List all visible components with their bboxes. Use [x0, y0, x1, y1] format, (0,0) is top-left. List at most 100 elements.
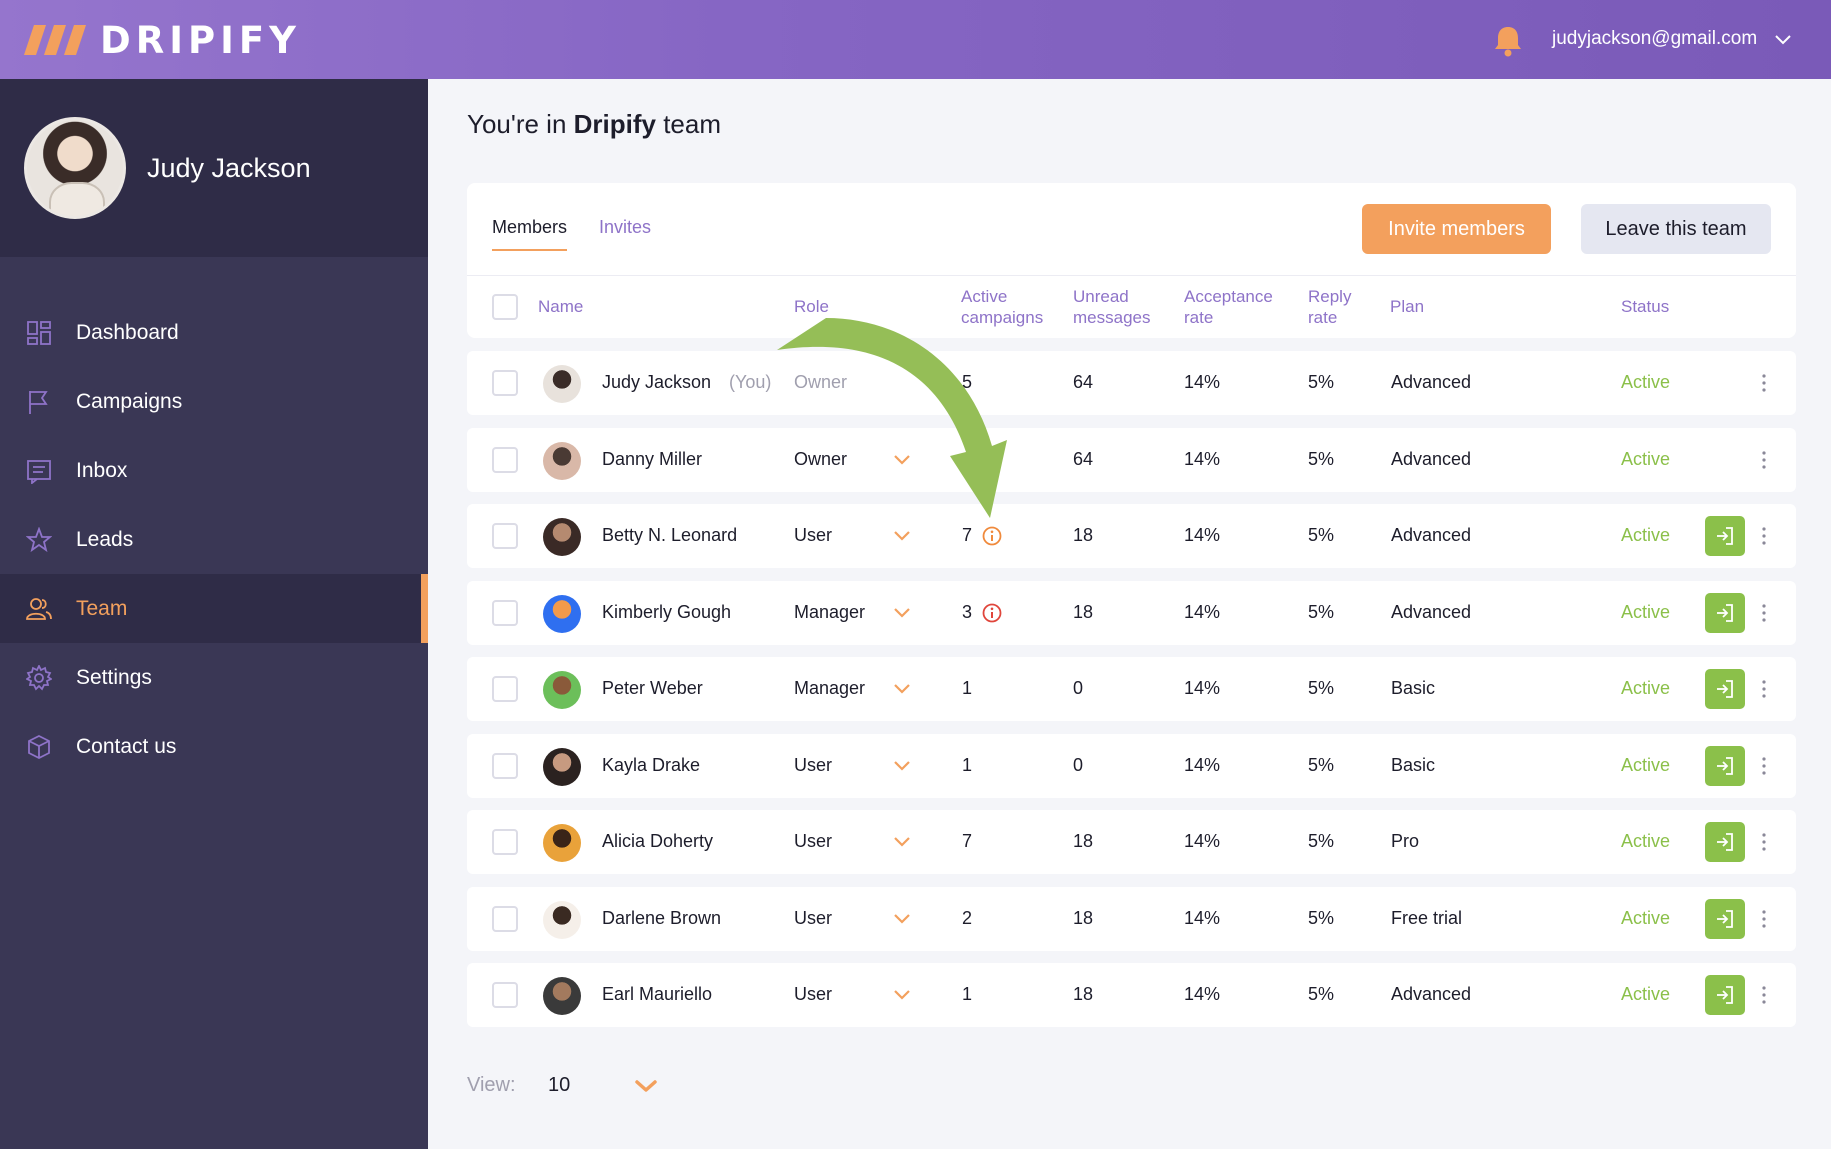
column-header-unread-messages[interactable]: Unread messages — [1073, 287, 1151, 327]
view-select[interactable]: 10 — [548, 1074, 571, 1096]
member-name[interactable]: Danny Miller — [602, 449, 703, 469]
sidebar-item-dashboard[interactable]: Dashboard — [0, 298, 428, 367]
avatar[interactable] — [543, 901, 581, 939]
row-checkbox[interactable] — [492, 906, 518, 932]
member-name[interactable]: Judy Jackson — [602, 372, 712, 392]
row-checkbox[interactable] — [492, 676, 518, 702]
sidebar-item-label: Settings — [76, 665, 152, 689]
login-as-user-button[interactable] — [1705, 899, 1745, 939]
avatar[interactable] — [543, 748, 581, 786]
status-badge: Active — [1621, 984, 1671, 1004]
row-checkbox[interactable] — [492, 523, 518, 549]
row-checkbox[interactable] — [492, 370, 518, 396]
column-header-name[interactable]: Name — [538, 297, 584, 316]
member-name[interactable]: Peter Weber — [602, 678, 703, 698]
login-as-user-button[interactable] — [1705, 669, 1745, 709]
leave-team-button[interactable]: Leave this team — [1581, 204, 1771, 254]
info-icon[interactable] — [982, 526, 1002, 546]
column-header-acceptance-rate[interactable]: Acceptance rate — [1184, 287, 1273, 327]
chevron-down-icon[interactable] — [893, 605, 911, 621]
role-value[interactable]: Owner — [794, 449, 848, 469]
more-options-icon[interactable] — [1759, 907, 1769, 931]
sidebar-item-leads[interactable]: Leads — [0, 505, 428, 574]
role-value[interactable]: User — [794, 984, 833, 1004]
divider — [467, 275, 1796, 276]
more-options-icon[interactable] — [1759, 830, 1769, 854]
role-value: Owner — [794, 372, 848, 392]
column-header-reply-rate[interactable]: Reply rate — [1308, 287, 1352, 327]
more-options-icon[interactable] — [1759, 983, 1769, 1007]
more-options-icon[interactable] — [1759, 371, 1769, 395]
bell-icon[interactable] — [1492, 24, 1524, 58]
sidebar-item-campaigns[interactable]: Campaigns — [0, 367, 428, 436]
avatar[interactable] — [543, 977, 581, 1015]
column-header-active-campaigns[interactable]: Active campaigns — [961, 287, 1044, 327]
member-name[interactable]: Alicia Doherty — [602, 831, 714, 851]
chevron-down-icon[interactable] — [893, 834, 911, 850]
status-badge: Active — [1621, 755, 1671, 775]
avatar[interactable] — [24, 117, 126, 219]
more-options-icon[interactable] — [1759, 677, 1769, 701]
plan-value: Free trial — [1391, 908, 1463, 928]
avatar[interactable] — [543, 595, 581, 633]
info-icon[interactable] — [982, 603, 1002, 623]
sidebar-item-contact-us[interactable]: Contact us — [0, 712, 428, 781]
role-value[interactable]: User — [794, 755, 833, 775]
member-name[interactable]: Kimberly Gough — [602, 602, 732, 622]
role-value[interactable]: Manager — [794, 678, 866, 698]
chevron-down-icon[interactable] — [893, 528, 911, 544]
invite-members-button[interactable]: Invite members — [1362, 204, 1551, 254]
row-checkbox[interactable] — [492, 447, 518, 473]
active-campaigns-value: 1 — [962, 984, 973, 1004]
dripify-logo[interactable]: DRIPIFY — [24, 18, 301, 62]
avatar[interactable] — [543, 442, 581, 480]
more-options-icon[interactable] — [1759, 754, 1769, 778]
row-checkbox[interactable] — [492, 982, 518, 1008]
login-as-user-button[interactable] — [1705, 822, 1745, 862]
chevron-down-icon[interactable] — [1774, 30, 1792, 48]
chevron-down-icon[interactable] — [893, 452, 911, 468]
chevron-down-icon[interactable] — [893, 987, 911, 1003]
role-value[interactable]: User — [794, 908, 833, 928]
column-header-plan[interactable]: Plan — [1390, 297, 1425, 316]
chevron-down-icon[interactable] — [893, 911, 911, 927]
reply-rate-value: 5% — [1308, 678, 1335, 698]
login-as-user-button[interactable] — [1705, 593, 1745, 633]
user-email[interactable]: judyjackson@gmail.com — [1552, 28, 1758, 49]
login-as-user-button[interactable] — [1705, 516, 1745, 556]
role-value[interactable]: Manager — [794, 602, 866, 622]
login-as-user-button[interactable] — [1705, 746, 1745, 786]
more-options-icon[interactable] — [1759, 524, 1769, 548]
login-as-user-button[interactable] — [1705, 975, 1745, 1015]
chevron-down-icon[interactable] — [893, 681, 911, 697]
chevron-down-icon[interactable] — [893, 758, 911, 774]
column-header-status[interactable]: Status — [1621, 297, 1670, 316]
row-checkbox[interactable] — [492, 753, 518, 779]
plan-value: Advanced — [1391, 602, 1472, 622]
member-name[interactable]: Earl Mauriello — [602, 984, 713, 1004]
member-name[interactable]: Betty N. Leonard — [602, 525, 738, 545]
select-all-checkbox[interactable] — [492, 294, 518, 320]
tab-members[interactable]: Members — [492, 217, 568, 251]
flag-icon — [29, 390, 48, 414]
member-name[interactable]: Darlene Brown — [602, 908, 722, 928]
sidebar-item-settings[interactable]: Settings — [0, 643, 428, 712]
chevron-down-icon[interactable] — [634, 1076, 658, 1096]
tab-invites[interactable]: Invites — [599, 217, 652, 237]
more-options-icon[interactable] — [1759, 601, 1769, 625]
avatar[interactable] — [543, 365, 581, 403]
more-options-icon[interactable] — [1759, 448, 1769, 472]
member-name[interactable]: Kayla Drake — [602, 755, 701, 775]
role-value[interactable]: User — [794, 525, 833, 545]
avatar[interactable] — [543, 518, 581, 556]
avatar[interactable] — [543, 824, 581, 862]
reply-rate-value: 5% — [1308, 602, 1335, 622]
avatar[interactable] — [543, 671, 581, 709]
sign-in-icon — [1717, 680, 1733, 698]
sidebar-item-team[interactable]: Team — [0, 574, 428, 643]
column-header-role[interactable]: Role — [794, 297, 829, 316]
sidebar-item-inbox[interactable]: Inbox — [0, 436, 428, 505]
row-checkbox[interactable] — [492, 600, 518, 626]
row-checkbox[interactable] — [492, 829, 518, 855]
role-value[interactable]: User — [794, 831, 833, 851]
